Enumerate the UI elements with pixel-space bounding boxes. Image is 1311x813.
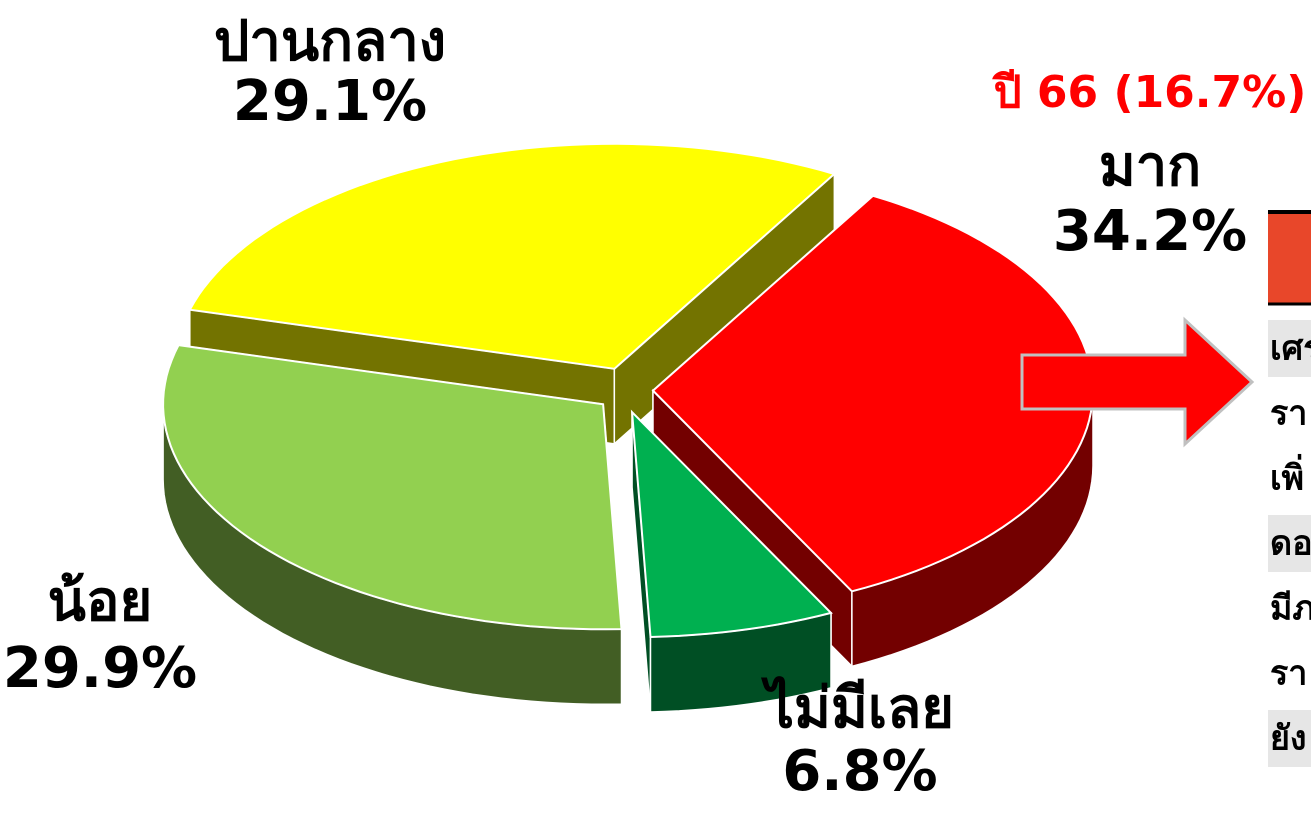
slice (162, 344, 623, 706)
row-text: ดอ (1270, 524, 1311, 564)
row-text: เพิ่ (1270, 454, 1304, 499)
value-label: 6.8% (782, 739, 937, 804)
arrow (1020, 316, 1255, 448)
row-text: รา (1270, 654, 1307, 694)
row-text: มีภ (1270, 589, 1311, 629)
pie (162, 142, 1095, 713)
category-label: ไม่มีเลย (761, 675, 954, 741)
slice (630, 409, 833, 713)
category-label: น้อย (48, 569, 153, 634)
annotation: ปี 66 (16.7%) (991, 67, 1306, 118)
category-label: มาก (1099, 134, 1201, 199)
slice (651, 194, 1095, 669)
row-text: เศร (1270, 329, 1311, 369)
category-label: ปานกลาง (214, 9, 446, 74)
row-text: ยัง (1270, 719, 1307, 759)
row-bg (1268, 710, 1311, 767)
slice-top (188, 142, 837, 370)
row-bg (1268, 320, 1311, 377)
value-label: 34.2% (1053, 199, 1247, 264)
value-label: 29.9% (3, 636, 197, 701)
row-bg (1268, 515, 1311, 572)
row-text: รา (1270, 394, 1307, 434)
slice-top (630, 409, 833, 639)
table-header (1268, 212, 1311, 304)
value-label: 29.1% (233, 69, 427, 134)
slice-top (162, 344, 623, 631)
